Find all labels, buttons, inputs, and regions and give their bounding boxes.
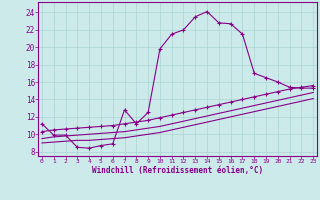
X-axis label: Windchill (Refroidissement éolien,°C): Windchill (Refroidissement éolien,°C): [92, 166, 263, 175]
